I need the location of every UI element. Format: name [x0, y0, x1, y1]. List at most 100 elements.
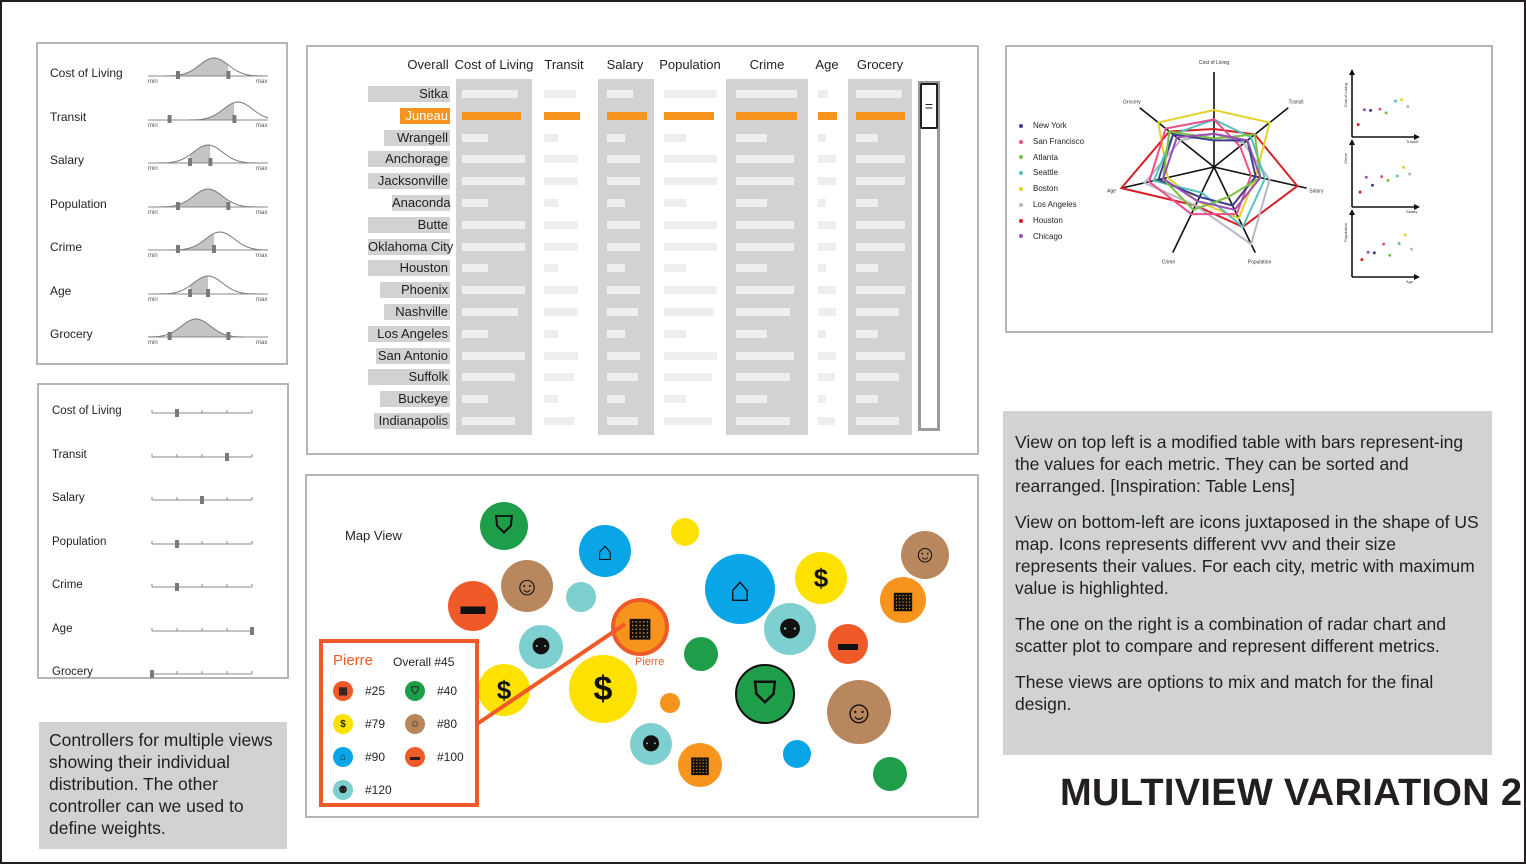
column-header[interactable]: Crime	[749, 57, 785, 72]
elder-metric-bubble[interactable]: ☺	[827, 680, 891, 744]
weight-handle[interactable]	[250, 626, 254, 635]
metric-bubble[interactable]	[671, 518, 699, 546]
column-header[interactable]: Grocery	[856, 57, 904, 72]
weight-slider[interactable]	[149, 406, 255, 420]
weight-label: Age	[52, 622, 73, 635]
weight-slider[interactable]	[149, 493, 255, 507]
city-row-label[interactable]: Los Angeles	[368, 325, 450, 342]
range-handle[interactable]	[188, 288, 192, 297]
scatter-x-label: Transit	[1406, 139, 1419, 144]
city-row-label[interactable]: Buckeye	[380, 391, 450, 408]
weight-handle[interactable]	[175, 409, 179, 417]
shield-metric-bubble[interactable]: ⛉	[735, 664, 795, 724]
city-row-label[interactable]: Phoenix	[380, 282, 450, 299]
column-header[interactable]: Population	[659, 57, 721, 72]
table-scroll-handle[interactable]: =	[920, 83, 938, 129]
pierre-city-bubble[interactable]: ▦	[611, 598, 669, 656]
weight-slider[interactable]	[149, 537, 255, 551]
column-header[interactable]: Transit	[544, 57, 584, 72]
range-handle[interactable]	[167, 114, 172, 123]
city-row-label[interactable]: Suffolk	[368, 369, 450, 386]
people-metric-bubble[interactable]: ⚉	[630, 723, 672, 765]
distribution-slider[interactable]: min max	[146, 181, 270, 217]
house-metric-bubble[interactable]: ⌂	[705, 554, 775, 624]
distribution-slider[interactable]: min max	[146, 311, 270, 347]
column-stripe	[456, 79, 532, 435]
distribution-slider[interactable]: min max	[146, 224, 270, 260]
range-handle[interactable]	[208, 158, 213, 166]
column-header[interactable]: Cost of Living	[454, 57, 534, 72]
range-handle[interactable]	[226, 332, 231, 340]
city-row-label[interactable]: Sitka	[368, 86, 450, 102]
city-row-label[interactable]: Wrangell	[384, 129, 450, 146]
scatter-point	[1356, 123, 1360, 127]
range-handle[interactable]	[176, 71, 180, 79]
range-handle[interactable]	[226, 201, 231, 210]
city-row-label[interactable]: Butte	[368, 216, 450, 233]
weight-handle[interactable]	[175, 583, 179, 591]
metric-bar	[462, 177, 525, 186]
weight-handle[interactable]	[150, 670, 154, 678]
city-row-label[interactable]: San Antonio	[376, 347, 450, 364]
city-row-label[interactable]: Oklahoma City	[368, 238, 454, 255]
shield-icon: ⛉	[753, 677, 777, 710]
legend-label: New York	[1033, 121, 1067, 130]
range-handle[interactable]	[226, 71, 231, 79]
city-row-label[interactable]: Juneau	[400, 107, 450, 124]
table-scrollbar[interactable]: =	[918, 81, 940, 431]
weight-slider[interactable]	[149, 624, 255, 638]
metric-bubble[interactable]	[873, 757, 907, 791]
range-handle[interactable]	[212, 245, 216, 253]
range-handle[interactable]	[176, 201, 180, 210]
range-handle[interactable]	[176, 245, 180, 253]
coins-metric-bubble[interactable]: $	[478, 664, 530, 716]
bus-metric-bubble[interactable]: ▬	[828, 624, 868, 664]
bus-metric-bubble[interactable]: ▬	[448, 581, 498, 631]
elder-metric-bubble[interactable]: ☺	[501, 560, 553, 612]
weight-slider[interactable]	[149, 667, 255, 681]
grocery-metric-bubble[interactable]: ▦	[678, 743, 722, 787]
city-row-label[interactable]: Indianapolis	[374, 413, 450, 429]
range-handle[interactable]	[232, 114, 237, 123]
city-row-label[interactable]: Jacksonville	[368, 173, 450, 190]
house-metric-bubble[interactable]: ⌂	[579, 525, 631, 577]
distribution-slider[interactable]: min max	[146, 50, 270, 86]
column-header[interactable]: Overall	[407, 57, 449, 72]
distribution-slider[interactable]: min max	[146, 268, 270, 304]
column-header[interactable]: Age	[815, 57, 839, 72]
metric-bar	[664, 264, 686, 273]
weight-slider[interactable]	[149, 580, 255, 594]
coins-metric-bubble[interactable]: $	[795, 552, 847, 604]
scatter-arrow	[1414, 274, 1420, 280]
range-handle[interactable]	[188, 158, 192, 166]
city-row-label[interactable]: Houston	[368, 260, 450, 277]
elder-metric-bubble[interactable]: ☺	[901, 531, 949, 579]
shield-metric-bubble[interactable]: ⛉	[480, 502, 528, 550]
city-row-label[interactable]: Anchorage	[368, 151, 450, 168]
weight-slider[interactable]	[149, 450, 255, 464]
column-header[interactable]: Salary	[606, 57, 644, 72]
people-metric-bubble[interactable]: ⚉	[764, 603, 816, 655]
metric-bar	[462, 264, 488, 273]
coins-metric-bubble[interactable]: $	[569, 655, 637, 723]
people-metric-bubble[interactable]: ⚉	[519, 625, 563, 669]
metric-bar	[544, 133, 558, 142]
scatter-arrow	[1414, 204, 1420, 210]
metric-bubble[interactable]	[660, 693, 680, 713]
range-handle[interactable]	[167, 332, 172, 340]
city-row-label[interactable]: Nashville	[384, 304, 450, 320]
metric-bubble[interactable]	[684, 637, 718, 671]
metric-bubble[interactable]	[566, 582, 596, 612]
grocery-metric-bubble[interactable]: ▦	[880, 577, 926, 623]
metric-bar	[462, 155, 525, 164]
distribution-slider[interactable]: min max	[146, 137, 270, 173]
city-row-label[interactable]: Anaconda	[392, 195, 451, 211]
metric-bar	[607, 220, 640, 229]
range-handle[interactable]	[206, 288, 210, 297]
description-para-4: These views are options to mix and match…	[1015, 672, 1434, 714]
weight-handle[interactable]	[225, 452, 229, 461]
metric-bubble[interactable]	[783, 740, 811, 768]
weight-handle[interactable]	[200, 496, 204, 504]
weight-handle[interactable]	[175, 539, 179, 548]
distribution-slider[interactable]: min max	[146, 94, 270, 130]
